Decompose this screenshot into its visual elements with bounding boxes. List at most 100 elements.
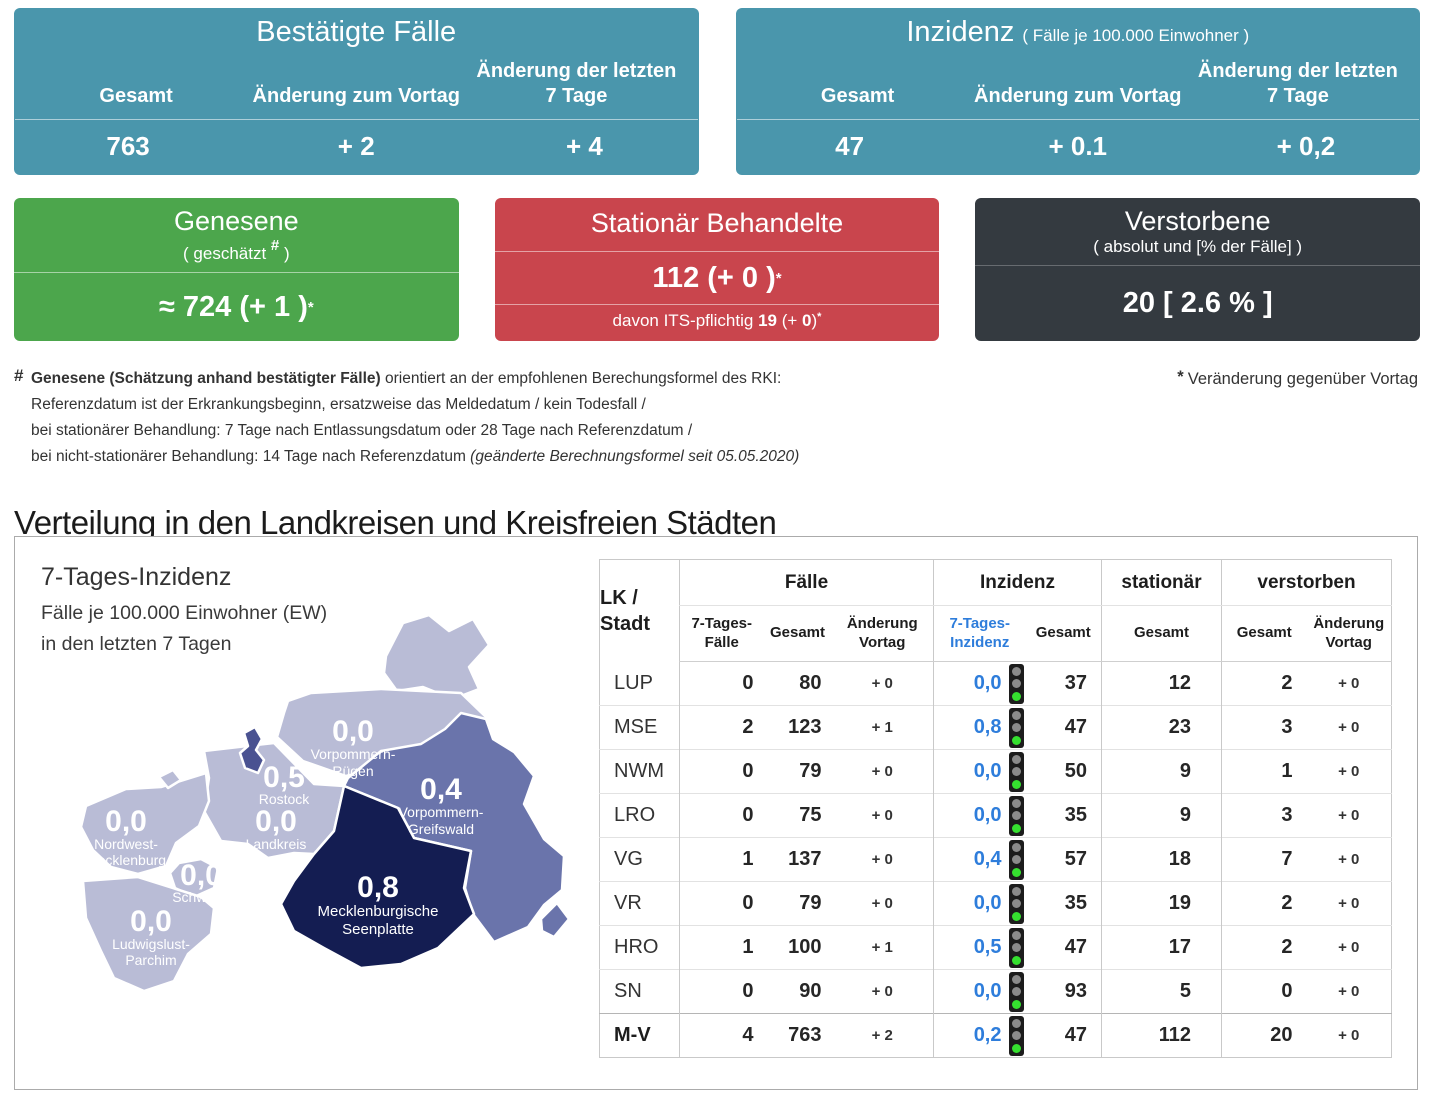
map-name-vr-2: Rügen	[332, 763, 373, 779]
divider	[15, 119, 698, 120]
confirmed-col-gesamt-label: Gesamt	[99, 85, 173, 107]
deceased-value: 20 [ 2.6 % ]	[1122, 287, 1273, 320]
cell-inzidenz-gesamt: 47	[1025, 705, 1102, 750]
table-row-vg: VG 1 137 + 0 0,4 57 18 7 + 0	[599, 837, 1392, 882]
confirmed-col-7tage-label: Änderung der letzten 7 Tage	[476, 60, 677, 107]
cell-7-tages-inzidenz: 0,0	[933, 749, 1026, 794]
traffic-light-icon	[1008, 839, 1024, 880]
table-row-mv-total: M-V 4 763 + 2 0,2 47 112 20 + 0	[599, 1013, 1392, 1058]
sub-header-verstorben-gesamt: Gesamt	[1221, 605, 1307, 662]
cell-verstorben-gesamt: 1	[1221, 749, 1307, 794]
incidence-col-gesamt-label: Gesamt	[820, 85, 895, 107]
cell-faelle-gesamt: 100	[763, 925, 832, 970]
icu-line: davon ITS-pflichtig 19 (+ 0)*	[612, 311, 822, 330]
hash-marker: #	[14, 366, 24, 385]
row-label: SN	[599, 969, 680, 1014]
region-poel-islet	[157, 768, 183, 790]
divider	[14, 272, 459, 274]
star-superscript: *	[817, 311, 822, 323]
map-name-lup-1: Ludwigslust-	[112, 936, 190, 952]
cell-faelle-gesamt: 75	[763, 793, 832, 838]
table-row-hro: HRO 1 100 + 1 0,5 47 17 2 + 0	[599, 925, 1392, 970]
cell-verstorben-aenderung: + 0	[1306, 969, 1392, 1014]
deceased-title: Verstorbene	[1124, 206, 1271, 236]
recovered-footnote-body: Genesene (Schätzung anhand bestätigter F…	[14, 366, 844, 470]
footnote-line-4: bei nicht-stationärer Behandlung: 14 Tag…	[31, 448, 800, 465]
cell-verstorben-aenderung: + 0	[1306, 837, 1392, 882]
map-name-mse-1: Mecklenburgische	[318, 903, 439, 920]
cell-verstorben-aenderung: + 0	[1306, 925, 1392, 970]
cell-7-tages-faelle: 1	[679, 925, 764, 970]
table-row-vr: VR 0 79 + 0 0,0 35 19 2 + 0	[599, 881, 1392, 926]
cell-faelle-aenderung: + 0	[831, 793, 934, 838]
row-label: LUP	[614, 671, 653, 694]
row-label: VR	[599, 881, 680, 926]
region-usedom-islet	[539, 901, 571, 939]
cell-stationaer-gesamt: 9	[1101, 793, 1222, 838]
recovered-card: Genesene ( geschätzt # ) ≈ 724 (+ 1 ) *	[14, 198, 459, 341]
map-labels: 0,0 Vorpommern- Rügen 0,5 Rostock 0,4 Vo…	[86, 715, 484, 968]
map-name-sn: Schwerin	[172, 889, 230, 905]
map-name-nwm-2: mecklenburg	[86, 852, 166, 868]
row-label: M-V	[599, 1013, 680, 1058]
map-value-hro: 0,5	[263, 761, 305, 794]
cell-inzidenz-gesamt: 57	[1025, 837, 1102, 882]
divider	[494, 304, 940, 305]
cell-inzidenz-gesamt: 47	[1025, 925, 1102, 970]
incidence-title-main: Inzidenz	[906, 16, 1015, 48]
cell-inzidenz-gesamt: 47	[1025, 1013, 1102, 1058]
cell-stationaer-gesamt: 5	[1101, 969, 1222, 1014]
cell-7-tages-faelle: 4	[679, 1013, 764, 1058]
cell-stationaer-gesamt: 23	[1101, 705, 1222, 750]
cell-7-tages-faelle: 0	[679, 969, 764, 1014]
cell-7-tages-faelle: 2	[679, 705, 764, 750]
table-row-mse: MSE 2 123 + 1 0,8 47 23 3 + 0	[599, 705, 1392, 750]
traffic-light-icon	[1008, 795, 1024, 836]
traffic-light-icon	[1008, 663, 1024, 704]
confirmed-cases-values: 763 + 2 + 4	[14, 120, 699, 175]
map-title: 7-Tages-Inzidenz	[41, 563, 232, 591]
change-footnote: * Veränderung gegenüber Vortag	[1177, 368, 1418, 388]
cell-verstorben-aenderung: + 0	[1306, 705, 1392, 750]
map-name-lro-2: Rostock	[251, 852, 303, 868]
traffic-light-icon	[1008, 707, 1024, 748]
table-row-nwm: NWM 0 79 + 0 0,0 50 9 1 + 0	[599, 749, 1392, 794]
confirmed-7day-change-value: + 4	[565, 131, 603, 161]
icu-value: 19	[758, 311, 777, 330]
deceased-subtitle: ( absolut und [% der Fälle] )	[1093, 237, 1303, 257]
map-value-sn: 0,0	[180, 859, 222, 892]
region-schwerin	[168, 857, 220, 899]
confirmed-col-vortag-label: Änderung zum Vortag	[252, 85, 460, 107]
confirmed-cases-title: Bestätigte Fälle	[256, 16, 457, 48]
map-name-vg-1: Vorpommern-	[399, 804, 484, 820]
group-header-inzidenz: Inzidenz	[933, 559, 1102, 606]
cell-7-tages-inzidenz: 0,0	[933, 969, 1026, 1014]
cell-7-tages-faelle: 0	[679, 661, 764, 706]
divider	[736, 119, 1419, 120]
map-value-vg: 0,4	[420, 773, 462, 806]
cell-faelle-aenderung: + 1	[831, 705, 934, 750]
traffic-light-icon	[1008, 751, 1024, 792]
map-name-vr-1: Vorpommern-	[311, 746, 396, 762]
row-label: HRO	[599, 925, 680, 970]
row-label: NWM	[599, 749, 680, 794]
incidence-col-vortag-label: Änderung zum Vortag	[974, 85, 1182, 107]
cell-faelle-aenderung: + 0	[831, 969, 934, 1014]
region-rostock-city	[238, 725, 266, 775]
map-name-vg-2: Greifswald	[408, 821, 474, 837]
cell-faelle-gesamt: 90	[763, 969, 832, 1014]
district-table: LK / Stadt Fälle Inzidenz stationär vers…	[599, 559, 1392, 1058]
map-value-nwm: 0,0	[105, 805, 147, 838]
sub-header-7-tages-inzidenz-link[interactable]: 7-Tages-Inzidenz	[933, 605, 1026, 662]
star-superscript: *	[307, 298, 314, 316]
sub-header-faelle-gesamt: Gesamt	[763, 605, 832, 662]
confirmed-daily-change-value: + 2	[337, 131, 375, 161]
incidence-values: 47 + 0.1 + 0,2	[736, 120, 1421, 175]
confirmed-cases-column-labels: Gesamt Änderung zum Vortag Änderung der …	[14, 49, 699, 119]
sub-header-inzidenz-gesamt: Gesamt	[1025, 605, 1102, 662]
cell-faelle-aenderung: + 0	[831, 837, 934, 882]
table-row-lup: LUP 0 80 + 0 0,0 37 12 2 + 0	[600, 661, 1392, 706]
top-cards-row: Bestätigte Fälle Gesamt Änderung zum Vor…	[14, 8, 1420, 175]
recovered-footnote: # Genesene (Schätzung anhand bestätigter…	[14, 366, 844, 470]
cell-faelle-gesamt: 763	[763, 1013, 832, 1058]
